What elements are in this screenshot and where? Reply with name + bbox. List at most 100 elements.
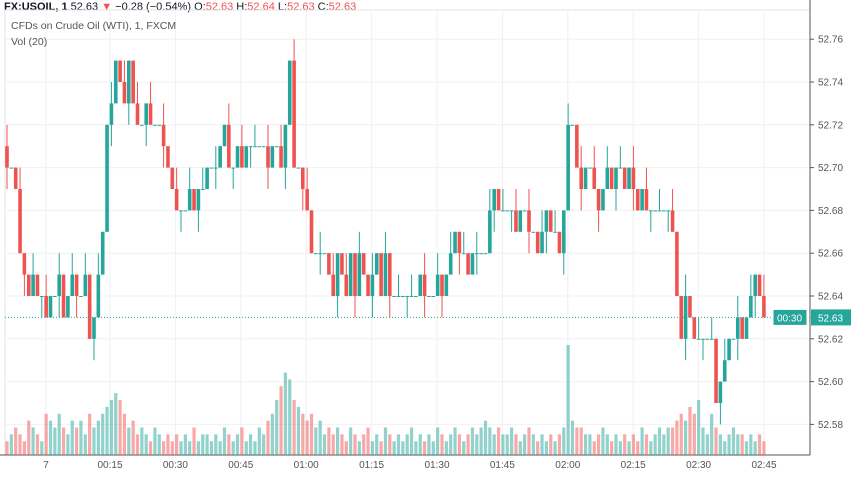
candle-body [183,210,188,212]
volume-bar [305,420,309,455]
candle-body [605,167,610,189]
volume-bar [61,427,66,455]
candle-body [635,189,640,211]
candle-body [140,124,144,126]
candle-body [366,274,370,296]
volume-bar [692,413,696,455]
candle-body [166,146,170,168]
volume-bar [66,434,70,455]
volume-bar [388,434,392,455]
candle-body [127,60,131,104]
candle-body [501,210,505,212]
candle-body [557,231,562,254]
volume-bar [244,441,248,455]
x-tick-label: 00:30 [163,460,188,471]
volume-bar [614,434,618,455]
x-tick-label: 02:30 [686,460,711,471]
volume-bar [662,434,666,455]
volume-bar [657,427,662,455]
candle-body [475,253,479,255]
volume-bar [75,427,79,455]
volume-bar [501,434,505,455]
candle-body [757,274,762,296]
candle-body [657,210,662,212]
volume-bar [92,427,96,455]
candle-body [379,253,383,296]
volume-bar [579,427,583,455]
candle-body [496,189,501,211]
volume-bar [684,420,688,455]
candle-body [583,167,588,189]
volume-bar [235,434,240,455]
volume-bar [562,427,566,455]
volume-bar [44,413,48,455]
candle-body [26,274,31,296]
volume-bar [205,434,209,455]
volume-bar [627,441,631,455]
candle-body [679,296,684,339]
candle-body [540,231,544,254]
volume-bar [188,441,192,455]
candle-body [622,167,627,189]
volume-bar [453,427,457,455]
candle-body [596,189,601,211]
candle-body [461,253,466,255]
candle-body [327,253,331,275]
volume-bar [405,434,409,455]
candle-body [266,146,270,168]
candle-body [696,338,701,340]
volume-bar [227,434,231,455]
volume-bar [757,434,762,455]
candle-body [296,167,301,169]
candle-body [187,189,192,211]
volume-bar [5,441,9,455]
candle-body [435,274,440,296]
candle-body [287,60,292,125]
candle-body [522,210,527,212]
candle-body [292,60,296,168]
candle-body [83,274,88,296]
volume-bar [370,441,374,455]
candle-body [40,296,44,297]
candle-body [427,296,431,297]
volume-bar [392,441,396,455]
down-arrow-icon: ▼ [101,1,113,13]
volume-bar [366,427,370,455]
candle-body [618,167,623,169]
candle-body [762,296,766,318]
volume-bar [492,434,496,455]
volume-bar [514,434,518,455]
volume-bar [462,441,466,455]
chart-legend: CFDs on Crude Oil (WTI), 1, FXCM Vol (20) [11,18,176,50]
candle-body [192,189,196,211]
volume-bar [114,393,118,455]
volume-bar [457,434,461,455]
volume-bar [510,427,514,455]
candle-body [627,167,631,189]
volume-bar [109,400,113,455]
volume-bar [714,427,718,455]
candle-body [483,253,488,255]
y-tick-label: 52.66 [818,249,843,260]
candle-body [570,124,575,126]
candle-body [279,146,283,168]
y-tick-label: 52.64 [818,292,843,303]
candle-body [609,167,614,189]
candle-body [205,167,209,189]
volume-bar [362,434,366,455]
candle-body [109,103,114,125]
candle-body [283,124,288,168]
volume-bar [301,413,305,455]
x-tick-label: 00:15 [97,460,122,471]
volume-bar [409,427,414,455]
candle-body [653,210,657,212]
volume-bar [731,427,736,455]
volume-bar [257,427,261,455]
candle-body [179,210,183,212]
candle-body [714,338,718,403]
candle-body [553,231,557,233]
volume-legend: Vol (20) [11,36,48,48]
candle-body [666,210,670,212]
volume-bar [183,434,187,455]
